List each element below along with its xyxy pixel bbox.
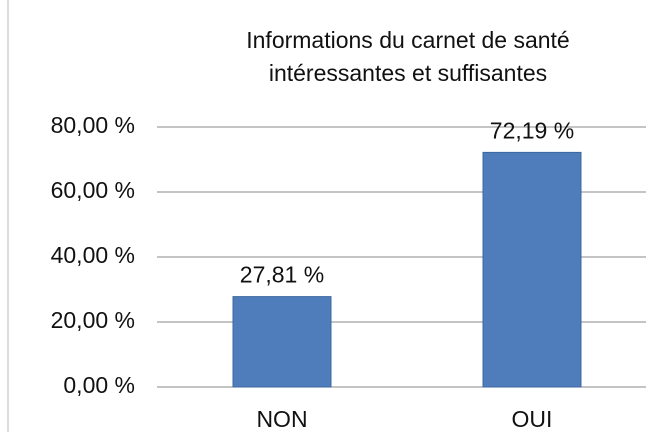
chart-title: Informations du carnet de santé [246, 27, 569, 53]
chart-title: intéressantes et suffisantes [269, 60, 547, 86]
data-label: 72,19 % [490, 117, 574, 143]
y-tick-label: 60,00 % [51, 177, 135, 203]
y-tick-label: 20,00 % [51, 307, 135, 333]
bar [232, 296, 332, 388]
y-tick-label: 40,00 % [51, 242, 135, 268]
y-tick-label: 80,00 % [51, 112, 135, 138]
x-tick-label: NON [256, 406, 307, 432]
bar [482, 151, 582, 388]
x-tick-label: OUI [512, 406, 553, 432]
data-label: 27,81 % [240, 262, 324, 288]
y-tick-label: 0,00 % [63, 372, 135, 398]
